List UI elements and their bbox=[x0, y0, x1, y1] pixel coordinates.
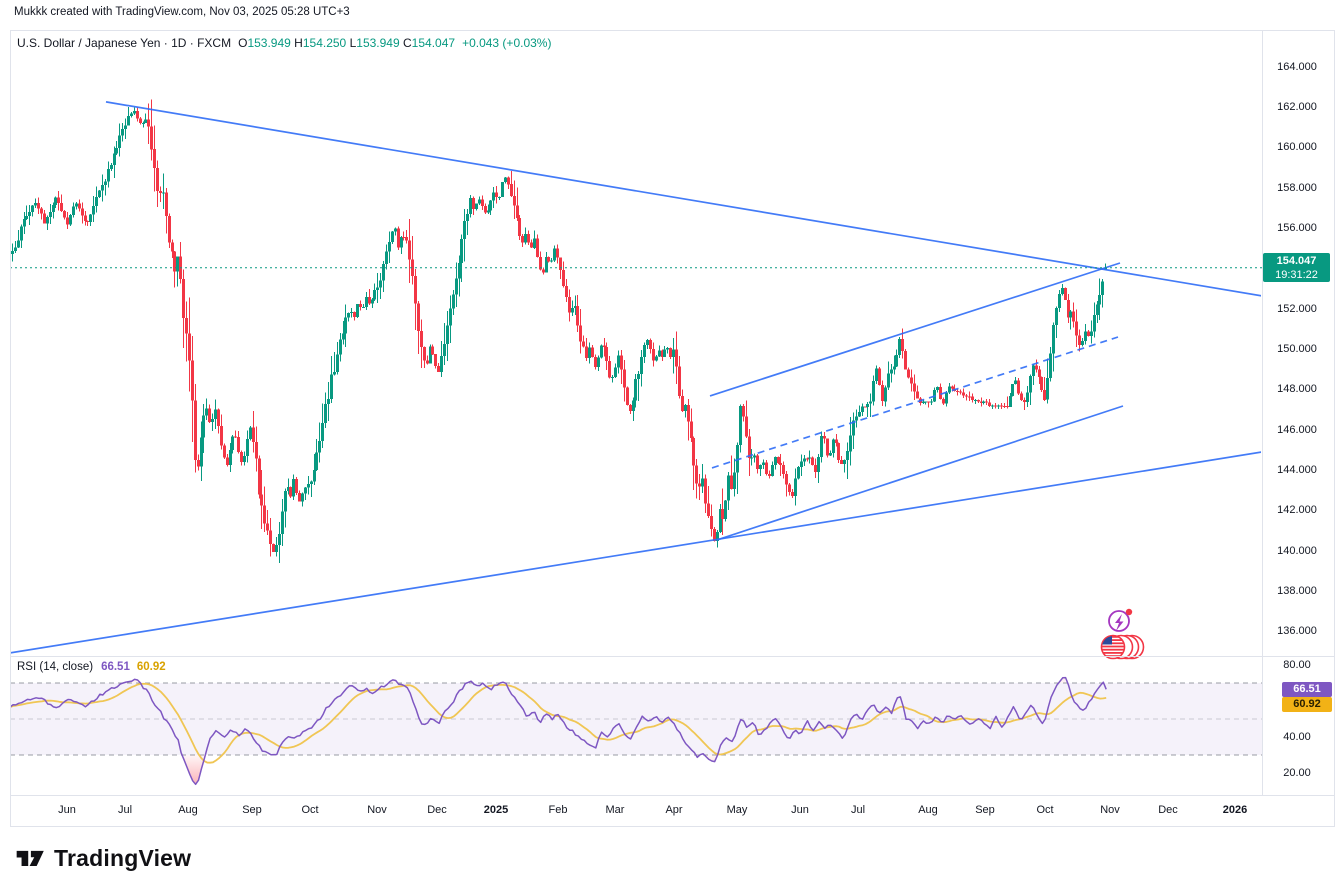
bar-countdown: 19:31:22 bbox=[1275, 269, 1318, 282]
price-axis-label: 148.000 bbox=[1277, 383, 1317, 396]
symbol-legend[interactable]: U.S. Dollar / Japanese Yen · 1D · FXCM O… bbox=[17, 36, 551, 50]
economic-event-lightning-icon[interactable] bbox=[1108, 608, 1133, 632]
rsi-overbought-fill bbox=[123, 677, 1066, 683]
time-axis-label: 2025 bbox=[483, 804, 509, 816]
time-axis-label: Jul bbox=[850, 804, 866, 816]
price-axis-label: 162.000 bbox=[1277, 100, 1317, 113]
rsi-level-lines bbox=[10, 682, 1262, 756]
ohlc-value: 153.949 bbox=[247, 36, 291, 50]
time-axis-label: Oct bbox=[301, 804, 319, 816]
time-axis-label: Jun bbox=[58, 804, 76, 816]
rsi-ma-value: 60.92 bbox=[136, 661, 166, 673]
ohlc-value: 153.949 bbox=[356, 36, 400, 50]
time-axis-label: Sep bbox=[975, 804, 995, 816]
time-axis-label: Feb bbox=[548, 804, 568, 816]
price-axis-label: 150.000 bbox=[1277, 342, 1317, 355]
time-axis-label: Apr bbox=[665, 804, 683, 816]
rsi-line bbox=[11, 676, 1107, 786]
price-axis-label: 160.000 bbox=[1277, 141, 1317, 154]
ohlc-label: H bbox=[294, 36, 303, 50]
ohlc-label: L bbox=[349, 36, 357, 50]
price-axis-label: 140.000 bbox=[1277, 544, 1317, 557]
price-axis-label: 138.000 bbox=[1277, 584, 1317, 597]
time-axis-label: Aug bbox=[918, 804, 938, 816]
time-axis-label: 2026 bbox=[1222, 804, 1248, 816]
tradingview-logo-text: TradingView bbox=[54, 844, 192, 871]
rsi-value: 66.51 bbox=[101, 661, 130, 673]
rsi-ma-line bbox=[11, 682, 1107, 764]
attribution-text: Mukkk created with TradingView.com, Nov … bbox=[14, 6, 350, 18]
current-price-badge: 154.047 19:31:22 bbox=[1263, 253, 1330, 283]
time-axis-label: Dec bbox=[427, 804, 447, 816]
price-axis-label: 156.000 bbox=[1277, 221, 1317, 234]
candlestick-series bbox=[11, 99, 1107, 563]
rsi-axis-label: 80.00 bbox=[1283, 658, 1311, 671]
us-flag-events-icon[interactable] bbox=[1100, 634, 1145, 660]
rsi-legend[interactable]: RSI (14, close) 66.51 60.92 bbox=[17, 661, 166, 673]
price-axis-label: 142.000 bbox=[1277, 504, 1317, 517]
rsi-axis-label: 40.00 bbox=[1283, 730, 1311, 743]
tradingview-logo[interactable]: TradingView bbox=[14, 842, 191, 874]
trendline-channel-upper bbox=[709, 262, 1121, 397]
rsi-indicator-title: RSI (14, close) bbox=[17, 661, 94, 673]
rsi-band bbox=[10, 683, 1262, 755]
time-axis-label: Mar bbox=[605, 804, 625, 816]
time-axis-label: Jun bbox=[791, 804, 809, 816]
trendline-channel-mid bbox=[711, 336, 1119, 469]
ohlc-label: C bbox=[403, 36, 412, 50]
trendline-drawings[interactable] bbox=[10, 101, 1262, 654]
time-axis-label: Jul bbox=[117, 804, 133, 816]
time-axis-label: Aug bbox=[178, 804, 198, 816]
trendline-descending-resistance bbox=[105, 101, 1261, 297]
ohlc-value: 154.047 bbox=[411, 36, 456, 50]
time-axis-label: Dec bbox=[1158, 804, 1178, 816]
time-axis-label: Nov bbox=[1100, 804, 1120, 816]
rsi-axis-label: 20.00 bbox=[1283, 766, 1311, 779]
price-axis-label: 152.000 bbox=[1277, 302, 1317, 315]
price-axis-label: 164.000 bbox=[1277, 60, 1317, 73]
time-axis-label: Oct bbox=[1036, 804, 1054, 816]
trendline-mid-ascending-support bbox=[716, 405, 1124, 541]
ohlc-value: 154.250 bbox=[302, 36, 347, 50]
ohlc-label: O bbox=[238, 36, 248, 50]
symbol-title: U.S. Dollar / Japanese Yen · 1D · FXCM bbox=[17, 36, 232, 50]
change-value: +0.043 (+0.03%) bbox=[462, 36, 552, 50]
price-axis-label: 158.000 bbox=[1277, 181, 1317, 194]
time-axis-label: Nov bbox=[367, 804, 387, 816]
rsi-ma-badge: 60.92 bbox=[1282, 697, 1332, 713]
rsi-oversold-fill bbox=[184, 755, 718, 785]
time-axis-label: May bbox=[726, 804, 748, 816]
price-axis-label: 144.000 bbox=[1277, 463, 1317, 476]
price-axis-label: 136.000 bbox=[1277, 625, 1317, 638]
tradingview-logo-icon bbox=[16, 850, 44, 866]
trendline-long-ascending-support bbox=[11, 451, 1261, 654]
rsi-value-badge: 66.51 bbox=[1282, 681, 1332, 697]
time-axis-label: Sep bbox=[242, 804, 262, 816]
ohlc-values: O153.949 H154.250 L153.949 C154.047 bbox=[238, 36, 455, 50]
current-price-value: 154.047 bbox=[1276, 255, 1317, 268]
price-axis-label: 146.000 bbox=[1277, 423, 1317, 436]
